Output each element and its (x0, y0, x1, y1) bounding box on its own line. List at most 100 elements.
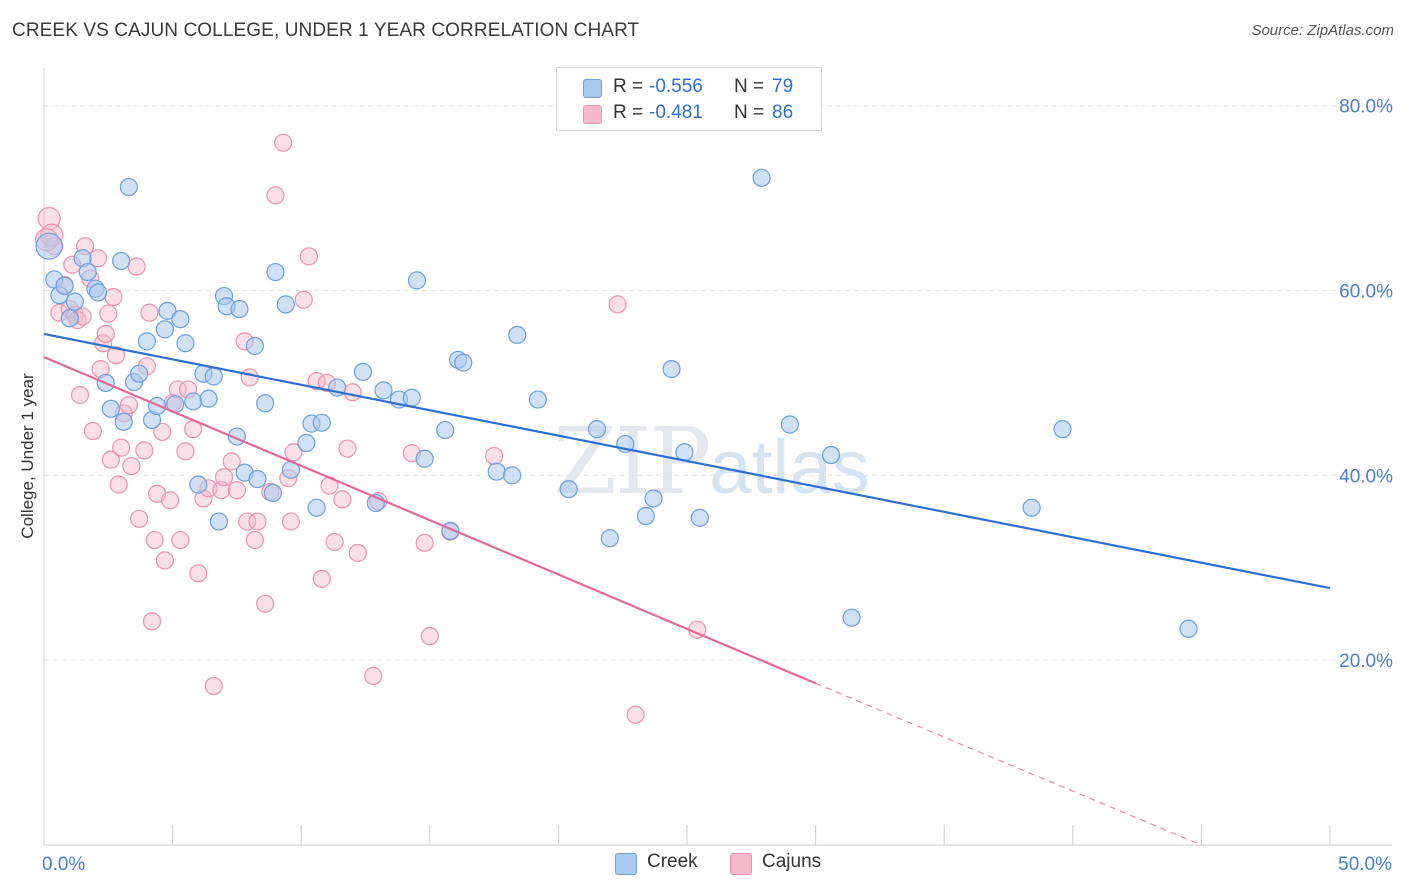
cajun-point (122, 457, 141, 476)
creek-point (114, 412, 133, 431)
cajun-point (119, 396, 138, 415)
creek-point (248, 469, 267, 489)
cajun-point (248, 512, 267, 531)
cajun-point (626, 705, 645, 724)
creek-point (155, 320, 174, 339)
creek-trend-line (43, 332, 1331, 590)
creek-point (436, 420, 455, 440)
cajun-point (104, 287, 123, 307)
cajun-point (266, 186, 285, 205)
creek-point (559, 480, 578, 499)
cajun-point (153, 422, 172, 442)
cajun-point (127, 257, 146, 276)
creek-point (402, 388, 421, 407)
cajun-point (343, 383, 362, 402)
creek-point (60, 309, 79, 328)
cajun-point (142, 612, 162, 631)
cajun-point (145, 530, 164, 550)
creek-point (353, 362, 373, 381)
creek-point (600, 529, 619, 548)
cajun-point (140, 303, 159, 322)
cajun-point (299, 247, 319, 266)
trend-lines (43, 332, 1331, 846)
cajun-points (34, 133, 707, 724)
y-tick-label: 80.0% (1339, 97, 1393, 118)
creek-point (454, 353, 473, 372)
cajun-trend-extension (815, 682, 1202, 846)
creek-point (199, 389, 218, 408)
x-tick-label: 50.0% (1338, 854, 1392, 875)
legend-creek-swatch (615, 853, 637, 875)
creek-point (65, 292, 84, 311)
cajun-point (238, 512, 257, 531)
creek-point (119, 177, 138, 197)
creek-point (487, 462, 506, 481)
chart-title: CREEK VS CAJUN COLLEGE, UNDER 1 YEAR COR… (12, 20, 640, 41)
y-tick-label: 20.0% (1339, 651, 1393, 672)
creek-point (230, 299, 249, 319)
cajun-point (83, 421, 102, 441)
creek-n-value: 79 (772, 76, 794, 97)
cajun-point (214, 468, 234, 487)
creek-point (675, 443, 694, 462)
y-tick-label: 40.0% (1339, 466, 1393, 487)
creek-point (266, 262, 285, 282)
cajun-point (294, 290, 313, 309)
cajun-point (240, 368, 259, 387)
creek-point (276, 295, 295, 314)
creek-point (204, 367, 223, 386)
creek-point (644, 489, 663, 508)
y-tick-label: 60.0% (1339, 282, 1393, 303)
creek-point (101, 399, 120, 418)
creek-point (821, 445, 841, 465)
creek-point (35, 232, 63, 260)
creek-point (690, 508, 709, 527)
cajun-point (99, 304, 118, 323)
cajun-n-value: 86 (772, 102, 794, 123)
creek-point (503, 466, 522, 485)
creek-point (209, 512, 228, 531)
cajun-point (333, 490, 352, 509)
creek-swatch (583, 79, 602, 98)
cajun-point (348, 543, 367, 563)
cajun-point (204, 676, 223, 696)
creek-point (407, 271, 427, 290)
tick-labels: 20.0% 40.0% 60.0% 80.0% 0.0% 50.0% College, Un… (18, 97, 1393, 875)
creek-point (374, 381, 393, 400)
cajun-point (135, 441, 154, 460)
cajun-point (608, 295, 627, 314)
creek-point (780, 415, 799, 434)
axes (43, 68, 1392, 846)
legend-cajun-label: Cajuns (762, 851, 822, 872)
creek-r-value: -0.556 (649, 76, 703, 97)
creek-point (189, 475, 208, 494)
cajun-point (130, 509, 149, 528)
legend-cajun-swatch (730, 853, 752, 875)
cajun-point (312, 569, 331, 588)
cajun-r-label: R = (613, 102, 644, 123)
creek-points (35, 168, 1198, 638)
creek-point (587, 420, 607, 439)
creek-point (1022, 498, 1041, 517)
creek-point (78, 262, 97, 282)
creek-point (508, 325, 527, 344)
correlation-legend: R = -0.556 N = 79 R = -0.481 N = 86 (556, 67, 822, 131)
cajun-point (160, 491, 180, 510)
cajun-r-value: -0.481 (649, 102, 703, 123)
creek-point (842, 608, 861, 627)
creek-r-label: R = (613, 76, 644, 97)
cajun-point (245, 530, 265, 550)
creek-point (528, 390, 547, 409)
cajun-point (109, 475, 128, 494)
cajun-point (284, 443, 303, 462)
creek-point (176, 334, 195, 353)
cajun-n-label: N = (734, 102, 765, 123)
cajun-trend-line (43, 356, 817, 685)
creek-point (256, 394, 275, 413)
creek-point (307, 498, 326, 517)
creek-point (1179, 619, 1198, 638)
x-tick-label: 0.0% (42, 854, 85, 875)
cajun-point (420, 627, 439, 646)
creek-point (415, 449, 434, 468)
